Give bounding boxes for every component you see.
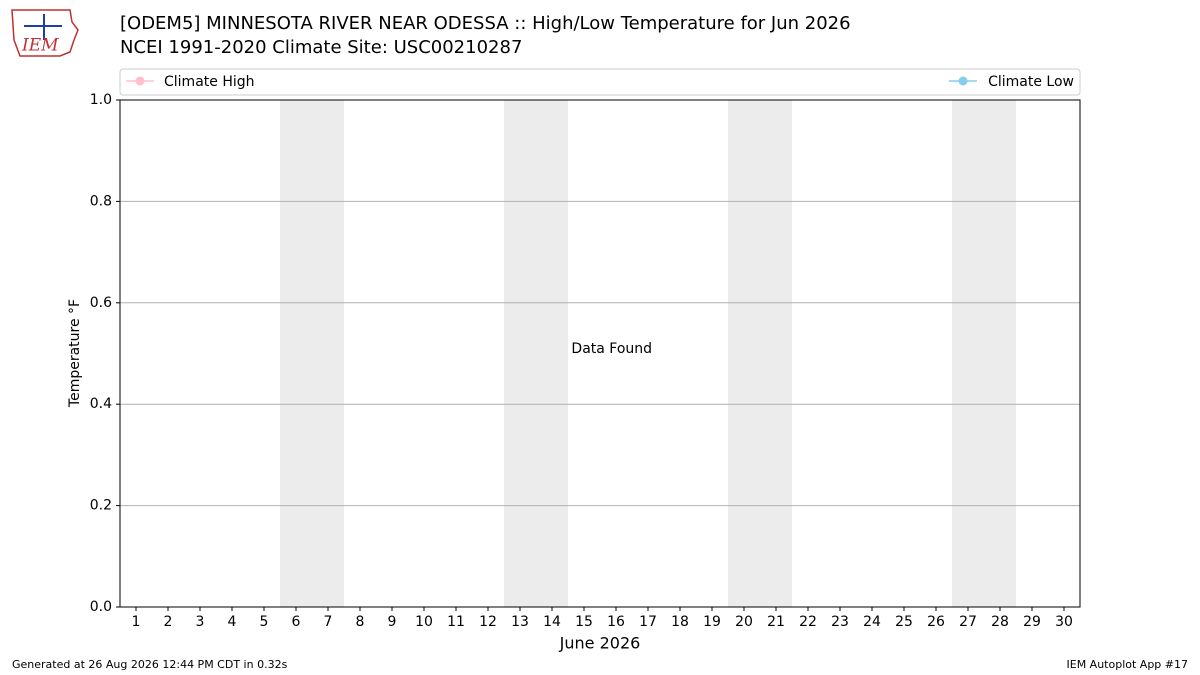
x-axis-label: June 2026: [559, 634, 641, 653]
x-tick-label: 24: [863, 614, 881, 630]
shaded-band: [728, 100, 760, 607]
x-tick-label: 4: [228, 614, 237, 630]
legend-item: Climate Low: [949, 74, 1074, 90]
annotation: No Data Found: [548, 341, 652, 357]
logo: IEM: [11, 9, 79, 57]
chart-title: [ODEM5] MINNESOTA RIVER NEAR ODESSA :: H…: [120, 13, 851, 34]
x-tick-label: 14: [543, 614, 561, 630]
shaded-band: [760, 100, 792, 607]
legend-marker: [135, 76, 145, 86]
y-tick-label: 0.0: [90, 599, 112, 615]
x-tick-label: 2: [164, 614, 173, 630]
x-tick-label: 5: [260, 614, 269, 630]
footer-left: Generated at 26 Aug 2026 12:44 PM CDT in…: [12, 658, 288, 671]
shaded-band: [280, 100, 312, 607]
x-tick-label: 21: [767, 614, 785, 630]
x-tick-label: 29: [1023, 614, 1041, 630]
legend-item: Climate High: [126, 74, 255, 90]
y-tick-label: 0.4: [90, 396, 112, 412]
shaded-band: [312, 100, 344, 607]
legend: Climate High Climate Low: [119, 68, 1081, 96]
x-tick-label: 22: [799, 614, 817, 630]
legend-marker: [958, 76, 968, 86]
x-tick-label: 7: [324, 614, 333, 630]
x-tick-label: 12: [479, 614, 497, 630]
x-tick-label: 10: [415, 614, 433, 630]
x-tick-label: 13: [511, 614, 529, 630]
y-tick-label: 0.8: [90, 193, 112, 209]
x-tick-label: 27: [959, 614, 977, 630]
legend-box: [119, 68, 1081, 96]
legend-label: Climate Low: [988, 74, 1074, 90]
plot-frame: [119, 99, 1081, 608]
x-tick-label: 25: [895, 614, 913, 630]
x-tick-label: 16: [607, 614, 625, 630]
y-tick-label: 1.0: [90, 92, 112, 108]
x-tick-label: 17: [639, 614, 657, 630]
x-tick-label: 20: [735, 614, 753, 630]
chart-subtitle: NCEI 1991-2020 Climate Site: USC00210287: [120, 37, 522, 58]
x-tick-label: 15: [575, 614, 593, 630]
x-tick-label: 30: [1055, 614, 1073, 630]
shaded-band: [504, 100, 536, 607]
x-tick-label: 23: [831, 614, 849, 630]
x-tick-label: 6: [292, 614, 301, 630]
x-tick-label: 19: [703, 614, 721, 630]
x-tick-label: 26: [927, 614, 945, 630]
logo-text: IEM: [21, 36, 59, 56]
shaded-band: [536, 100, 568, 607]
x-tick-label: 11: [447, 614, 465, 630]
shaded-band: [952, 100, 984, 607]
footer-right: IEM Autoplot App #17: [1067, 658, 1189, 671]
shaded-band: [984, 100, 1016, 607]
x-tick-label: 1: [132, 614, 141, 630]
y-axis-label: Temperature °F: [67, 299, 83, 408]
x-tick-label: 28: [991, 614, 1009, 630]
x-tick-label: 8: [356, 614, 365, 630]
x-tick-label: 3: [196, 614, 205, 630]
x-tick-label: 18: [671, 614, 689, 630]
y-tick-label: 0.6: [90, 295, 112, 311]
y-tick-label: 0.2: [90, 498, 112, 514]
legend-label: Climate High: [164, 74, 255, 90]
x-tick-label: 9: [388, 614, 397, 630]
